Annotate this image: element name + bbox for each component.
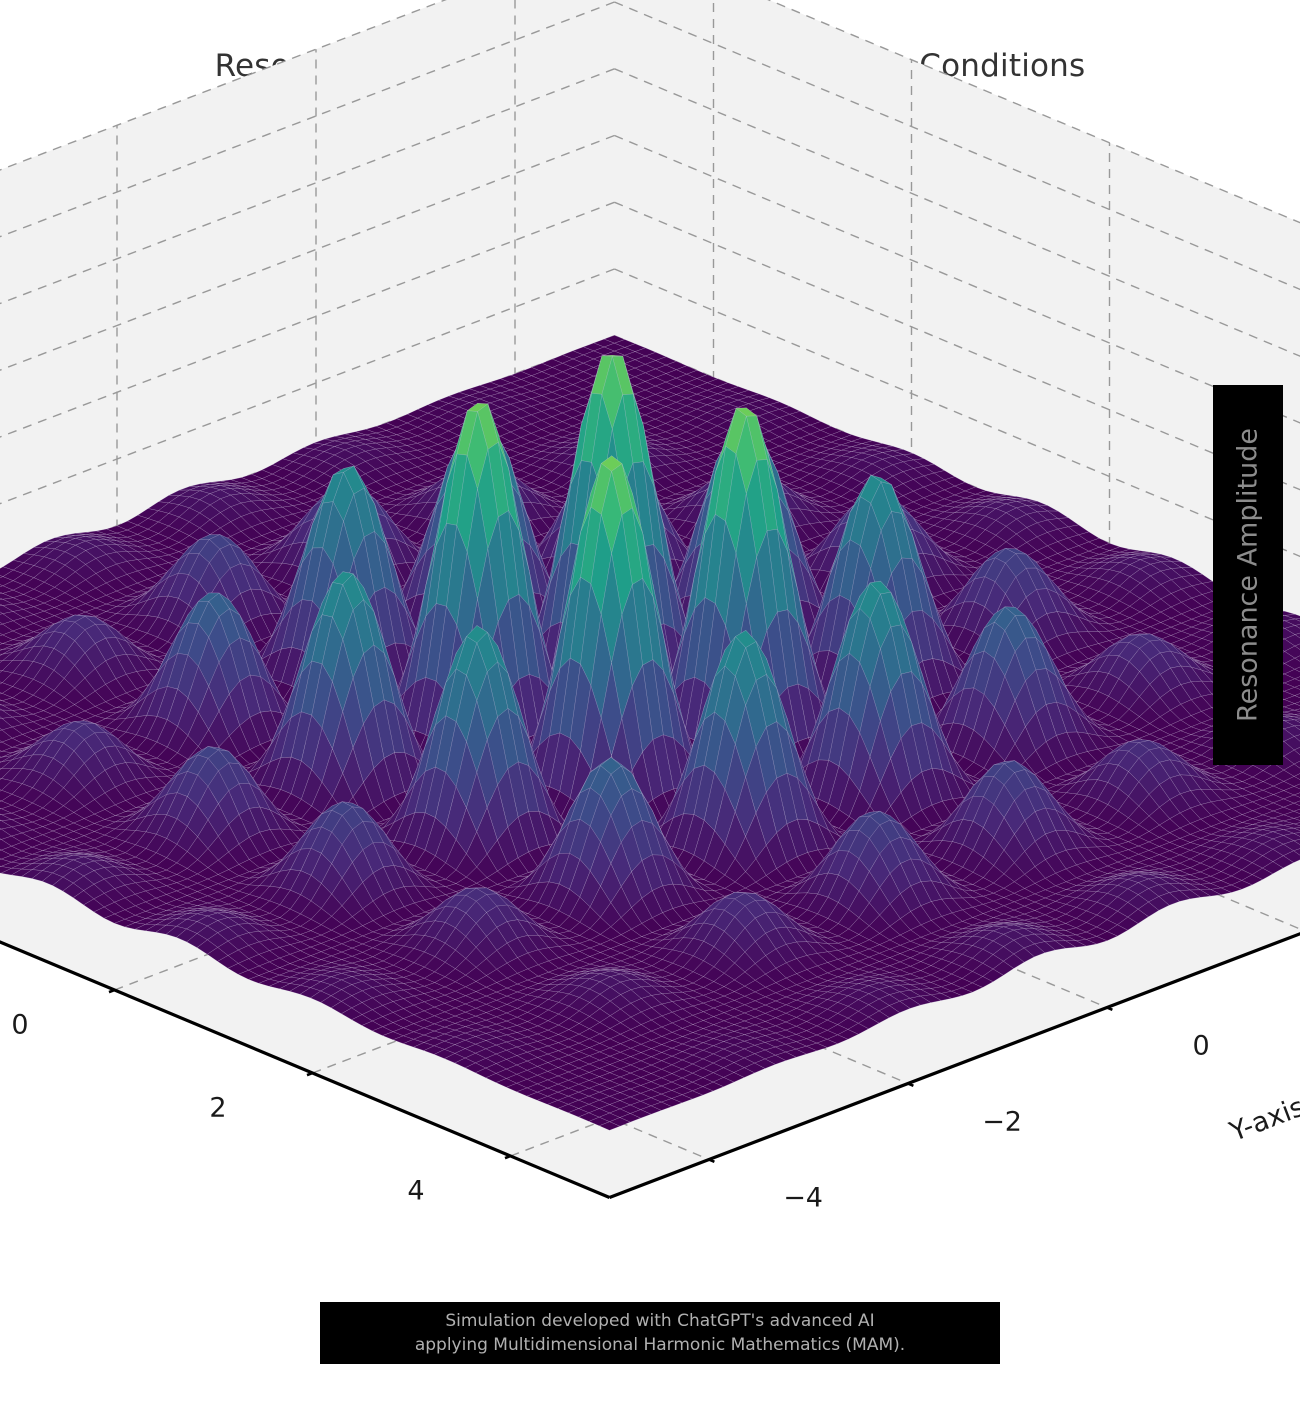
surface-mesh: [0, 335, 1300, 1131]
gridline-rightwall-h: [614, 268, 1300, 558]
gridline-leftwall-h: [0, 68, 615, 305]
caption-box: Simulation developed with ChatGPT's adva…: [320, 1302, 1000, 1364]
gridline-leftwall-h: [0, 0, 447, 171]
pane-right-wall: [614, 0, 1300, 690]
gridline-rightwall-h: [614, 68, 1300, 357]
caption-line-2: applying Multidimensional Harmonic Mathe…: [414, 1335, 906, 1355]
caption-line-1: Simulation developed with ChatGPT's adva…: [445, 1310, 875, 1331]
x-tick-mark: [504, 1154, 511, 1160]
gridline-leftwall-h: [0, 268, 615, 505]
z-axis-label: Resonance Amplitude: [1232, 428, 1264, 722]
y-tick-mark: [708, 1158, 715, 1163]
y-tick-mark: [1106, 1006, 1113, 1011]
y-tick-mark: [907, 1082, 914, 1087]
y-tick-label: −2: [982, 1106, 1022, 1137]
gridline-leftwall-h: [0, 201, 615, 438]
x-tick-mark: [108, 988, 115, 994]
pane-left-wall: [0, 0, 615, 638]
y-tick-label: −4: [783, 1182, 823, 1213]
axis-lines: [0, 932, 1300, 1199]
gridline-leftwall-h: [0, 134, 615, 371]
gridline-rightwall-h: [767, 0, 1300, 224]
x-tick-mark: [306, 1071, 313, 1077]
y-axis-title: Y-axis (Global Scale): [1225, 1021, 1300, 1148]
y-tick-label: 0: [1193, 1030, 1210, 1061]
gridline-rightwall-h: [614, 1, 1300, 291]
z-axis-label-box: Resonance Amplitude: [1213, 385, 1283, 765]
gridline-leftwall-h: [0, 1, 615, 238]
gridline-rightwall-h: [614, 134, 1300, 424]
gridline-rightwall-h: [614, 201, 1300, 491]
x-tick-label: 4: [407, 1176, 424, 1207]
x-tick-label: 0: [11, 1010, 28, 1041]
x-tick-label: 2: [209, 1093, 226, 1124]
